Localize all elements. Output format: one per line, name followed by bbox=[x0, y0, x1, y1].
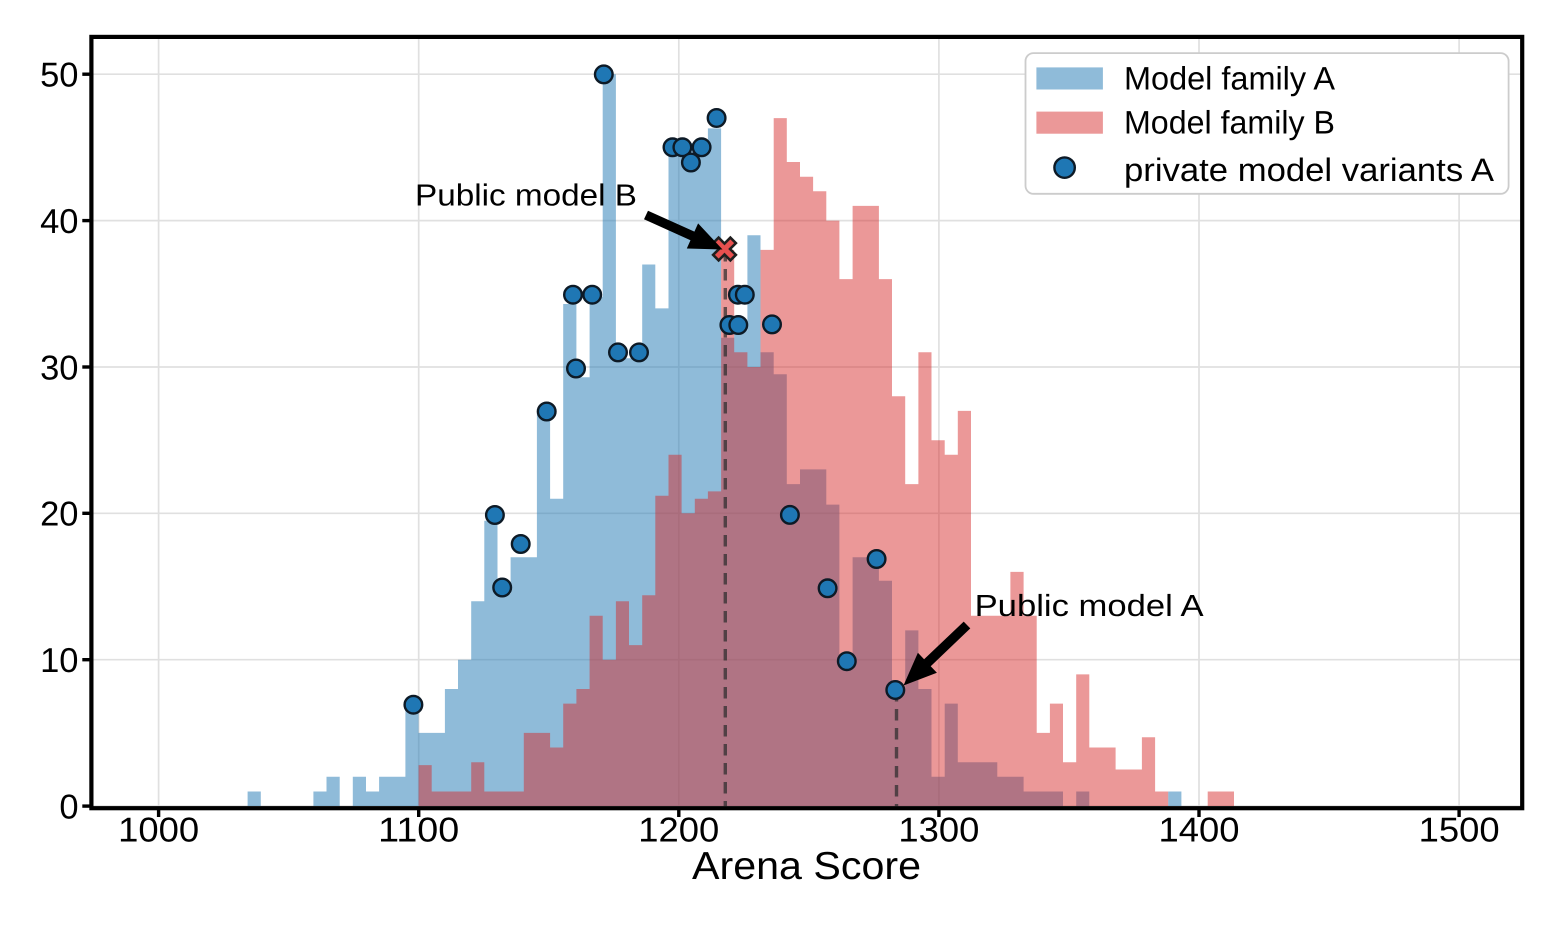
svg-text:30: 30 bbox=[40, 349, 78, 387]
svg-text:50: 50 bbox=[40, 57, 78, 95]
svg-text:Public model A: Public model A bbox=[975, 589, 1205, 623]
svg-text:1300: 1300 bbox=[898, 812, 979, 850]
svg-text:Public model B: Public model B bbox=[415, 178, 637, 212]
svg-text:0: 0 bbox=[59, 788, 78, 826]
svg-text:Model family A: Model family A bbox=[1124, 61, 1335, 97]
svg-text:Arena Score: Arena Score bbox=[692, 845, 921, 888]
svg-text:1100: 1100 bbox=[378, 812, 459, 850]
svg-text:20: 20 bbox=[40, 496, 78, 534]
svg-text:40: 40 bbox=[40, 203, 78, 241]
svg-text:1000: 1000 bbox=[118, 812, 199, 850]
svg-text:1400: 1400 bbox=[1159, 812, 1240, 850]
svg-text:private model variants A: private model variants A bbox=[1124, 152, 1494, 188]
svg-text:Model family B: Model family B bbox=[1124, 105, 1335, 141]
svg-text:1500: 1500 bbox=[1419, 812, 1500, 850]
svg-text:10: 10 bbox=[40, 642, 78, 680]
svg-text:1200: 1200 bbox=[638, 812, 719, 850]
